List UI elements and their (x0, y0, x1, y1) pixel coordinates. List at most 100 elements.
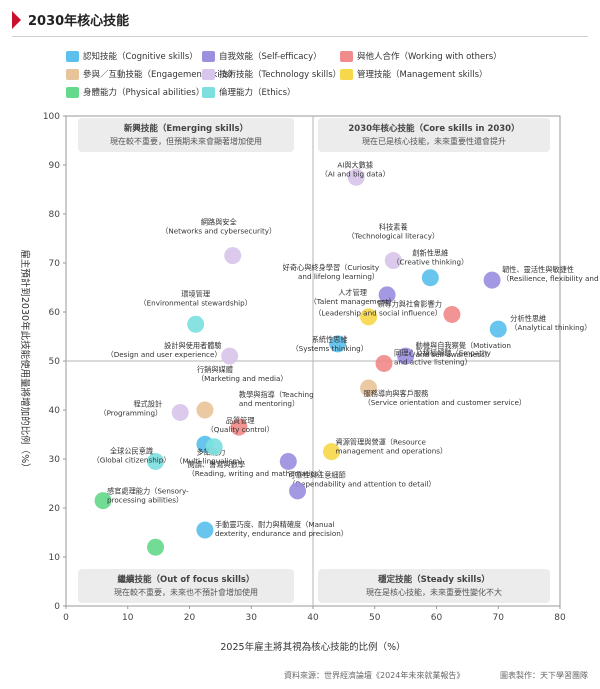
y-tick-label: 60 (49, 308, 61, 318)
legend-item: 參與／互動技能（Engagement skills） (66, 68, 237, 80)
point-label-zh: 分析性思維 (510, 314, 546, 323)
point-label-zh: 手動靈巧度、耐力與精確度（Manual (215, 520, 335, 529)
y-tick-label: 10 (49, 553, 61, 563)
x-tick-label: 30 (246, 613, 258, 623)
x-tick-label: 20 (184, 613, 196, 623)
data-point (187, 315, 205, 333)
x-axis-title: 2025年雇主將其視為核心技能的比例（%） (220, 641, 405, 653)
footer-credit: 圖表製作：天下學習團隊 (500, 671, 588, 680)
point-label-en: （Resilience, flexibility and agility） (502, 274, 600, 283)
data-point (230, 418, 248, 436)
x-tick-label: 70 (493, 613, 505, 623)
data-point (397, 347, 415, 365)
point-label-zh: 環境管理 (181, 289, 210, 298)
point-label-en: （Leadership and social influence） (314, 308, 442, 317)
point-label-zh: 領導力與社會影響力 (377, 299, 442, 308)
point-label-zh: 人才管理 (338, 288, 367, 297)
point-label-zh: 創新性思維 (412, 249, 448, 258)
quadrant-box (318, 118, 550, 152)
data-point (205, 438, 223, 456)
legend-item: 自我效能（Self-efficacy） (202, 50, 322, 62)
y-axis-title: 雇主預計到2030年此技能使用量將增加的比例（%） (19, 249, 31, 472)
point-label-en: （Reading, writing and mathematics） (188, 469, 326, 478)
point-label-zh: 閱讀、書寫與數學 (188, 460, 246, 469)
legend-swatch (202, 50, 215, 62)
point-label-zh: 教學與指導（Teaching (239, 390, 314, 399)
data-point (221, 347, 239, 365)
point-label-zh: 服務導向與客戶服務 (364, 389, 430, 398)
point-label-en: （Creative thinking） (392, 258, 468, 267)
quadrant-title: 繼續技能（Out of focus skills） (118, 574, 255, 585)
point-label-en: （Design and user experience） (107, 350, 222, 359)
point-label-en: and mentoring） (239, 399, 299, 408)
point-label-en: （Analytical thinking） (510, 323, 591, 332)
quadrant-box (318, 569, 550, 603)
quadrant-desc: 現在較不重要，但預期未來會顯著增加使用 (110, 136, 262, 146)
page-title: 2030年核心技能 (28, 14, 130, 29)
x-tick-label: 60 (431, 613, 443, 623)
point-label-en: and self-awareness） (416, 350, 492, 359)
data-point (196, 521, 214, 539)
x-tick-label: 50 (369, 613, 381, 623)
data-point (360, 379, 378, 397)
point-label-en: （Networks and cybersecurity） (161, 227, 276, 236)
point-label-en: （AI and big data） (321, 169, 390, 178)
quadrant-desc: 現在是核心技能，未來重要性變化不大 (366, 587, 502, 597)
point-label-zh: 程式設計 (133, 399, 162, 408)
point-label-zh: 感官處理能力（Sensory- (107, 487, 189, 496)
y-tick-label: 90 (49, 161, 61, 171)
point-label-en: and lifelong learning） (298, 272, 379, 281)
legend-label: 與他人合作（Working with others） (357, 52, 502, 62)
data-point (443, 305, 461, 323)
point-label-en: （Technological literacy） (347, 232, 439, 241)
data-point (147, 538, 165, 556)
point-label-zh: 品質管理 (226, 416, 255, 425)
quadrant-box (78, 569, 294, 603)
legend-label: 技術技能（Technology skills） (219, 70, 342, 80)
data-point (196, 401, 214, 419)
title-marker-icon (12, 11, 21, 29)
legend-label: 參與／互動技能（Engagement skills） (83, 70, 238, 80)
point-label-en: （Service orientation and customer servic… (364, 398, 527, 407)
data-point (224, 247, 242, 265)
legend-swatch (202, 86, 215, 98)
legend-label: 認知技能（Cognitive skills） (83, 52, 198, 62)
point-label-zh: 設計與使用者體驗 (164, 341, 222, 350)
data-point (483, 271, 501, 289)
point-label-zh: 全球公民意識 (110, 446, 153, 455)
point-label-en: （Talent management） (309, 297, 395, 306)
data-point (384, 252, 402, 270)
legend-swatch (340, 68, 353, 80)
data-point (347, 168, 365, 186)
point-label-en: management and operations） (336, 447, 448, 456)
data-point (323, 443, 341, 461)
title-divider (12, 36, 588, 37)
point-label-zh: AI與大數據 (337, 160, 373, 169)
point-label-zh: 網路與安全 (201, 218, 238, 227)
y-tick-label: 20 (49, 504, 61, 514)
data-point (421, 269, 439, 287)
point-label-zh: 資源管理與營運（Resource (336, 438, 427, 447)
point-label-en: （Environmental stewardship） (139, 298, 251, 307)
y-tick-label: 80 (49, 210, 61, 220)
point-label-zh: 科技素養 (379, 223, 408, 232)
y-tick-label: 30 (49, 455, 61, 465)
legend-item: 管理技能（Management skills） (340, 68, 488, 80)
quadrant-title: 2030年核心技能（Core skills in 2030） (348, 123, 519, 134)
y-tick-label: 40 (49, 406, 61, 416)
quadrant-desc: 現在較不重要，未來也不預計會增加使用 (114, 587, 258, 597)
x-tick-label: 80 (554, 613, 566, 623)
footer-source: 資料來源：世界經濟論壇《2024年未來就業報告》 (284, 671, 465, 680)
point-label-en: and active listening） (394, 357, 472, 366)
point-label-zh: 動機與自我察覺（Motivation (416, 341, 511, 350)
y-tick-label: 100 (43, 112, 60, 122)
point-label-en: processing abilities） (107, 496, 183, 505)
point-label-zh: 同理心及積極傾聽（Empathy (394, 348, 492, 357)
point-label-en: （Marketing and media） (197, 374, 288, 383)
data-point (378, 286, 396, 304)
x-tick-label: 40 (307, 613, 319, 623)
data-point (329, 335, 347, 353)
legend-swatch (202, 68, 215, 80)
quadrant-desc: 現在已是核心技能，未來重要性還會提升 (362, 136, 506, 146)
